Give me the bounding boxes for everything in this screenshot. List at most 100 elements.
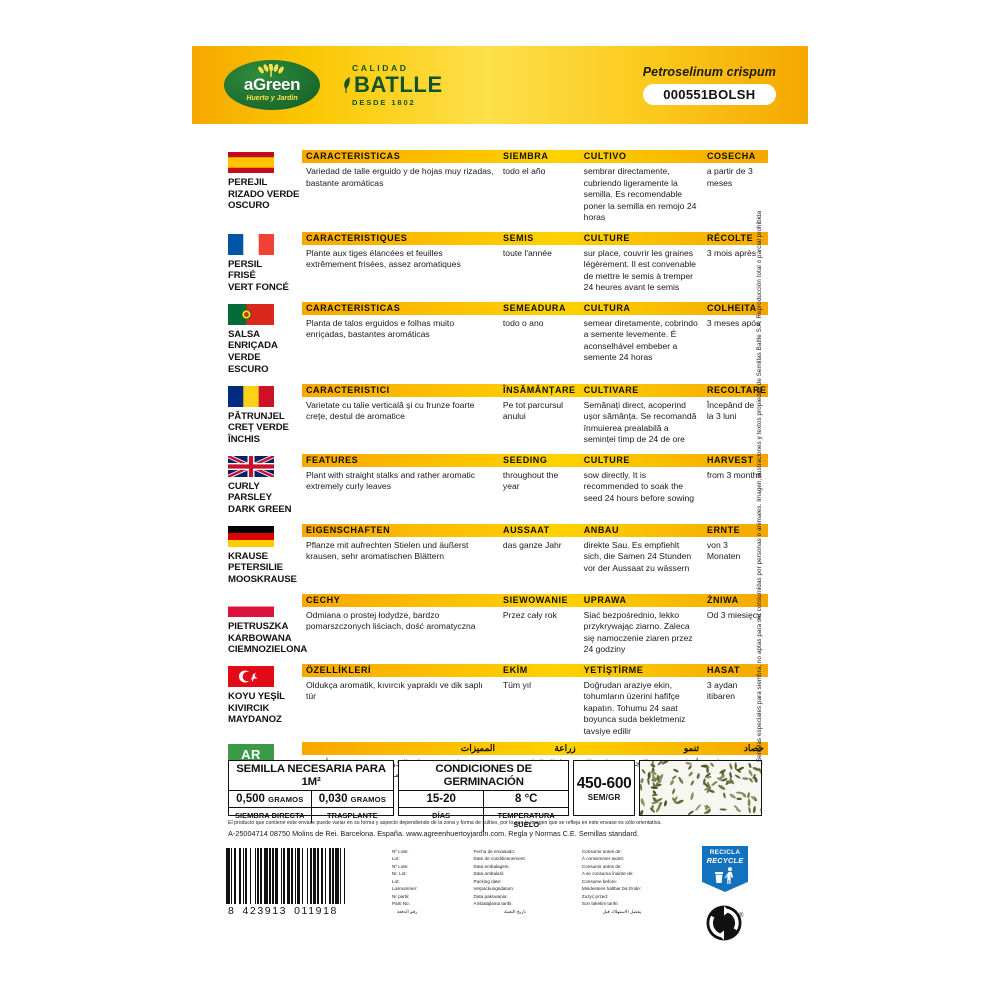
column-header-4: حصاد xyxy=(743,742,764,753)
barcode-bar xyxy=(254,848,256,904)
column-text-3: semear diretamente, cobrindo a semente l… xyxy=(583,317,698,363)
crop-name: CURLY PARSLEY DARK GREEN xyxy=(228,480,292,516)
column-text-4: 3 aydan itibaren xyxy=(706,679,738,702)
crop-name: PEREJIL RIZADO VERDE OSCURO xyxy=(228,177,300,212)
barcode-group1: 423913 xyxy=(242,905,288,917)
flag-column: PĂTRUNJEL CREȚ VERDE ÎNCHIS xyxy=(228,384,302,446)
germination-temp-cell: 8 °C TEMPERATURA SUELO xyxy=(483,791,569,833)
barcode-bar xyxy=(268,848,272,904)
instruction-columns: CARACTERISTICAS SIEMBRA CULTIVO COSECHA Vari… xyxy=(302,150,768,224)
lot-label: Data pakowania: xyxy=(473,893,508,899)
germination-table: CONDICIONES DE GERMINACIÓN 15-20 DÍAS 8 … xyxy=(398,760,570,833)
column-text-1: Variedad de talle erguido y de hojas muy… xyxy=(306,166,494,188)
column-text-2: throughout the year xyxy=(502,469,559,492)
germany-flag xyxy=(228,525,274,547)
temp-label: TEMPERATURA SUELO xyxy=(497,811,555,830)
instruction-columns: FEATURES SEEDING CULTURE HARVEST Plant with … xyxy=(302,453,768,516)
barcode-bar xyxy=(340,848,342,904)
green-dot-icon: ® xyxy=(706,905,744,941)
column-header-1: المميزات xyxy=(460,742,496,753)
barcode-bar xyxy=(234,848,236,904)
column-header-3: YETİŞTİRME xyxy=(583,664,644,675)
barcode-bar xyxy=(306,848,308,904)
column-header-3: تنمو xyxy=(683,742,699,753)
seed-photo xyxy=(638,760,762,816)
column-header-3: ANBAU xyxy=(583,524,619,535)
column-headers: ÖZELLİKLERİ EKİM YETİŞTİRME HASAT xyxy=(302,663,768,677)
lot-label: Consumir antes de: xyxy=(581,849,622,854)
direct-unit: GRAMOS xyxy=(268,795,304,805)
column-header-1: CARACTERISTICAS xyxy=(306,151,401,161)
column-header-2: ÎNSĂMÂNȚARE xyxy=(503,384,576,395)
column-text-2: toute l'année xyxy=(502,247,552,258)
barcode-bar xyxy=(294,848,297,904)
column-text-2: das ganze Jahr xyxy=(502,539,562,550)
column-text-1: Planta de talos erguidos e folhas muito … xyxy=(306,317,455,340)
column-header-4: ŻNIWA xyxy=(706,594,739,605)
column-text-2: Pe tot parcursul anului xyxy=(502,399,564,422)
instruction-columns: ÖZELLİKLERİ EKİM YETİŞTİRME HASAT Oldukça ar… xyxy=(302,663,768,738)
quality-word: CALIDAD xyxy=(352,62,409,73)
barcode-bar xyxy=(297,848,300,904)
language-row-tr: KOYU YEŞİL KIVIRCIK MAYDANOZ ÖZELLİKLERİ EKİ… xyxy=(228,663,768,738)
instruction-columns: EIGENSCHAFTEN AUSSAAT ANBAU ERNTE Pflanze mi… xyxy=(302,523,768,586)
column-text-1: Odmiana o prostej łodydze, bardzo pomars… xyxy=(306,609,476,632)
barcode-bar xyxy=(245,848,248,904)
barcode: 8 423913 011918 xyxy=(226,848,346,917)
column-header-4: HARVEST xyxy=(706,454,754,465)
lot-label: Nr. Lot: xyxy=(392,871,407,877)
barcode-group2: 011918 xyxy=(294,905,338,917)
barcode-bar xyxy=(286,848,291,904)
lot-label: A se consuma înainte de: xyxy=(581,871,634,877)
language-row-pl: PIETRUSZKA KARBOWANA CIEMNOZIELONA CECHY SIE… xyxy=(228,593,768,656)
column-header-1: CARACTERISTICI xyxy=(306,384,390,395)
lot-label: Data ambalarii: xyxy=(473,871,505,877)
legal-fine-print: El producto que contiene este envase pue… xyxy=(228,820,768,840)
column-header-1: EIGENSCHAFTEN xyxy=(306,524,391,535)
column-header-3: CULTIVO xyxy=(583,151,627,161)
flag-column: PEREJIL RIZADO VERDE OSCURO xyxy=(228,150,302,224)
column-text-4: 3 mois après xyxy=(706,247,757,258)
barcode-lead: 8 xyxy=(228,905,236,917)
company-name: BATLLE xyxy=(354,72,443,97)
lot-label: Nr partii: xyxy=(392,893,410,899)
column-header-2: SIEWOWANIE xyxy=(503,594,569,605)
column-header-2: SEMEADURA xyxy=(503,302,567,313)
growing-info-box: SEMILLA NECESARIA PARA 1M² 0,500 GRAMOS … xyxy=(228,760,766,833)
column-bodies: Oldukça aromatik, kıvırcık yapraklı ve d… xyxy=(302,677,768,738)
crop-name: KRAUSE PETERSILIE MOOSKRAUSE xyxy=(228,550,297,586)
column-headers: CARACTERISTIQUES SEMIS CULTURE RÉCOLTE xyxy=(302,231,768,245)
language-row-es: PEREJIL RIZADO VERDE OSCURO CARACTERISTICAS… xyxy=(228,150,768,224)
column-header-2: زراعة xyxy=(554,742,576,753)
column-header-1: CARACTERISTIQUES xyxy=(306,232,408,243)
column-header-1: FEATURES xyxy=(306,454,359,465)
transplant-label: TRASPLANTE xyxy=(327,811,378,821)
column-header-1: CECHY xyxy=(306,594,341,605)
column-text-2: todo o ano xyxy=(502,317,544,328)
lot-label: Ambalajlama tarihi: xyxy=(473,901,513,907)
lot-label: Verpackungsdatum: xyxy=(473,886,515,892)
sem-gr-value: 450-600 xyxy=(576,774,632,792)
language-row-fr: PERSIL FRISÉ VERT FONCÉ CARACTERISTIQUES SEM… xyxy=(228,231,768,294)
column-text-4: Începând de la 3 luni xyxy=(706,399,755,422)
column-header-3: UPRAWA xyxy=(583,594,627,605)
france-flag xyxy=(228,233,274,255)
lot-label: Date de conditionnement: xyxy=(473,856,526,862)
lot-label: Fecha de envasado: xyxy=(473,849,516,854)
crop-name: SALSA ENRIÇADA VERDE ESCURO xyxy=(228,328,278,375)
germination-days-cell: 15-20 DÍAS xyxy=(399,791,484,832)
transplant-value: 0,030 xyxy=(318,793,348,806)
recycle-badge: RECICLA RECYCLE xyxy=(702,846,748,892)
column-headers: CARACTERISTICAS SIEMBRA CULTIVO COSECHA xyxy=(302,150,768,163)
column-text-1: Plant with straight stalks and rather ar… xyxy=(306,469,476,492)
flag-column: CURLY PARSLEY DARK GREEN xyxy=(227,453,302,516)
column-header-3: CULTURA xyxy=(583,302,631,313)
barcode-bar xyxy=(264,848,268,904)
days-value: 15-20 xyxy=(399,791,484,809)
column-header-4: RÉCOLTE xyxy=(706,232,754,243)
barcode-bar xyxy=(226,848,230,904)
column-header-4: ERNTE xyxy=(706,524,741,535)
lot-label: Parti No: xyxy=(392,901,410,907)
barcode-bar xyxy=(272,848,274,904)
